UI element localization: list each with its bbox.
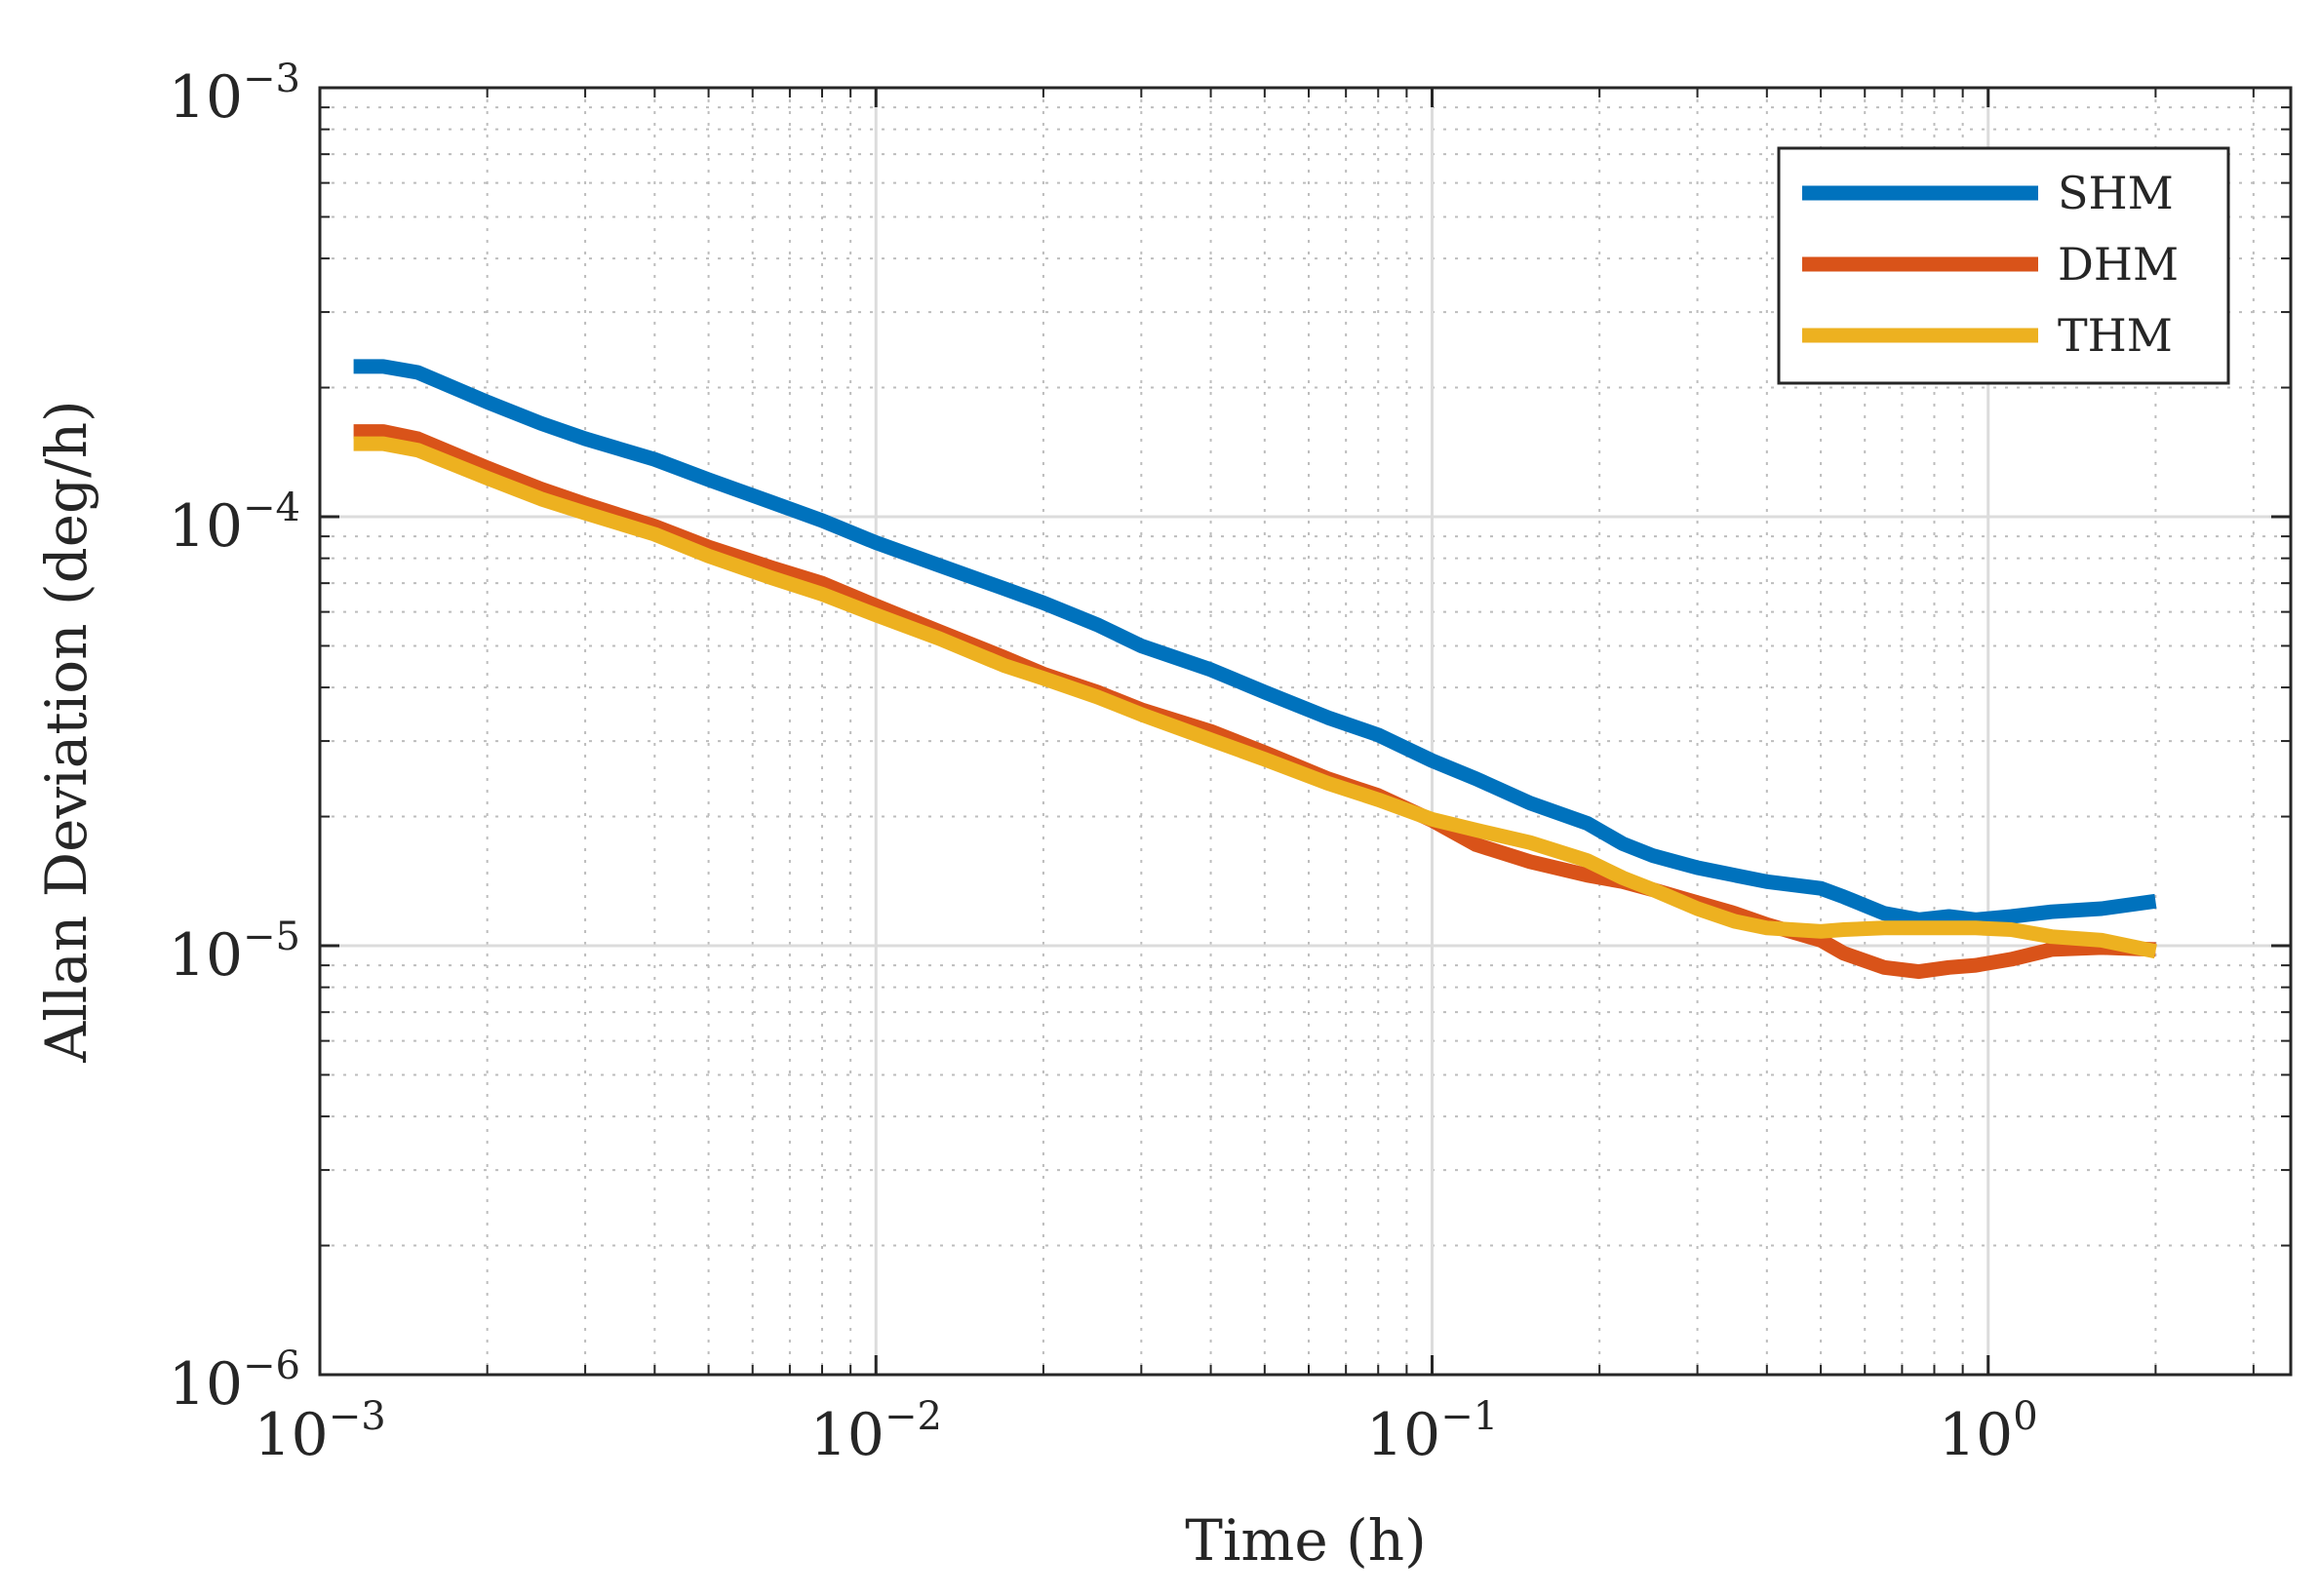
- y-tick-label: 10−5: [169, 915, 300, 990]
- y-axis-label: Allan Deviation (deg/h): [33, 400, 99, 1063]
- series-line-shm: [353, 359, 2157, 927]
- x-axis-label: Time (h): [1185, 1507, 1427, 1574]
- x-tick-label: 10−1: [1366, 1394, 1498, 1469]
- minor-grid: [320, 88, 2291, 1375]
- tick-marks: [318, 86, 2291, 1377]
- plot-frame: [318, 86, 2293, 1377]
- series-layer: [353, 359, 2157, 980]
- legend-label-dhm: DHM: [2058, 238, 2179, 291]
- series-line-thm: [353, 436, 2157, 959]
- y-tick-label: 10−4: [169, 486, 300, 561]
- x-tick-label: 100: [1939, 1394, 2038, 1469]
- y-tick-label: 10−6: [169, 1343, 300, 1419]
- legend-label-shm: SHM: [2058, 167, 2174, 219]
- x-tick-label: 10−3: [254, 1394, 385, 1469]
- legend-label-thm: THM: [2058, 309, 2173, 362]
- y-tick-label: 10−3: [169, 57, 300, 132]
- legend[interactable]: SHM DHM THM: [1777, 146, 2230, 385]
- x-tick-label: 10−2: [810, 1394, 942, 1469]
- x-tick-labels: 10−3 10−2 10−1 100: [254, 1394, 2037, 1469]
- y-tick-labels: 10−6 10−5 10−4 10−3: [169, 57, 300, 1419]
